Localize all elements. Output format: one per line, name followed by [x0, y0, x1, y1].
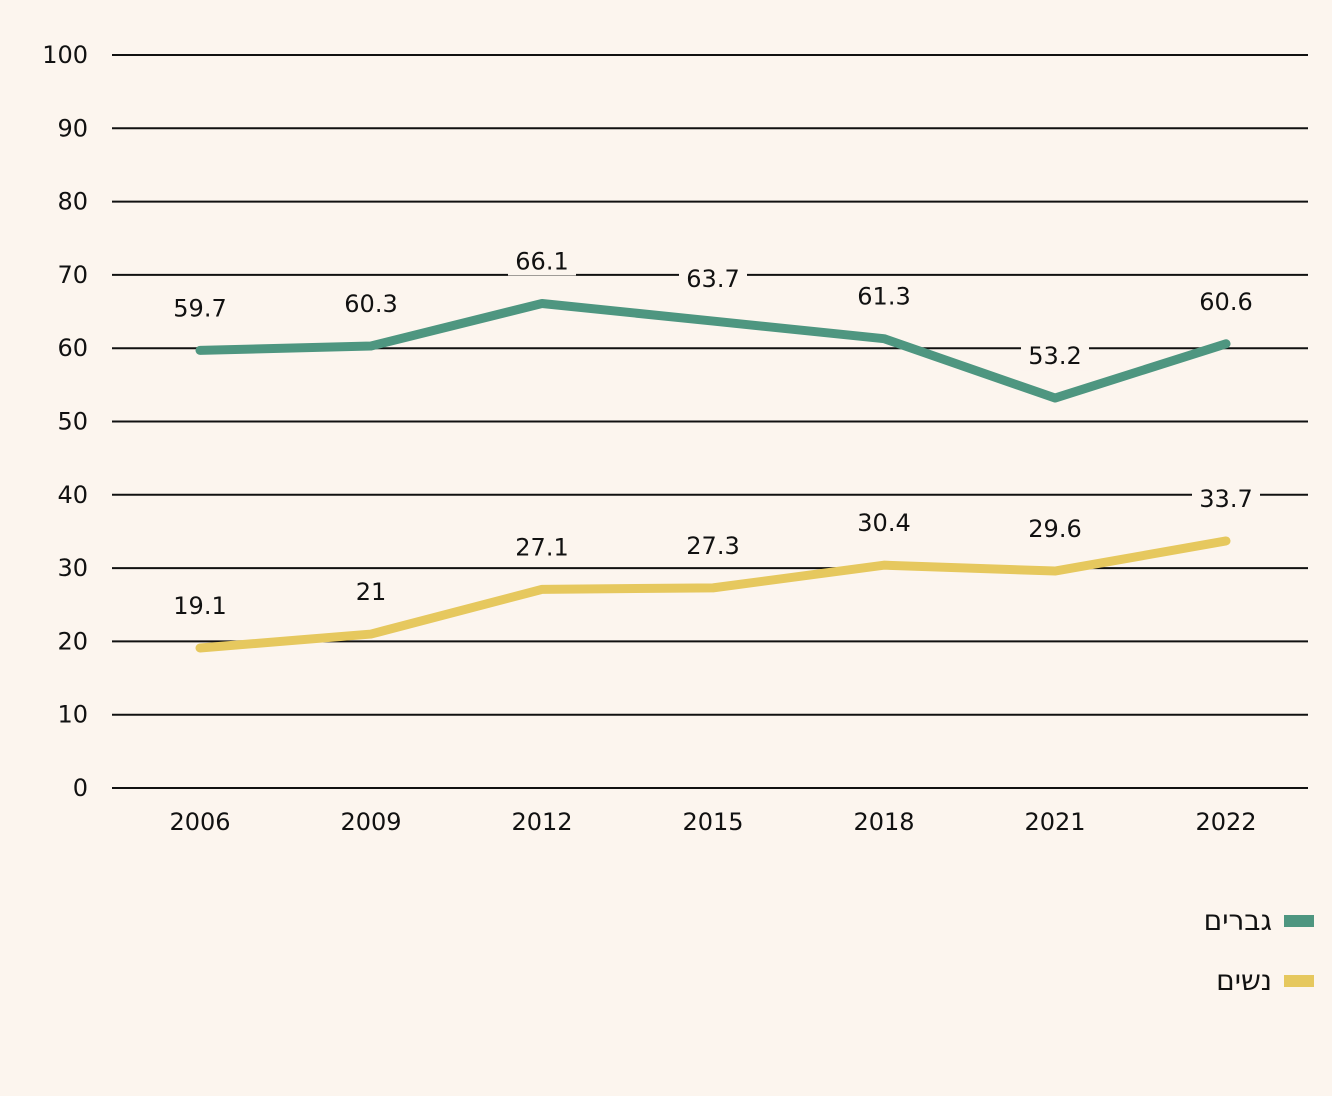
data-label: 19.1: [173, 592, 226, 620]
y-tick-label: 70: [57, 261, 88, 289]
data-label: 59.7: [173, 294, 226, 322]
y-tick-label: 20: [57, 627, 88, 655]
series-line-1: [195, 536, 1231, 653]
legend-label-women: נשים: [1216, 964, 1272, 997]
data-label-bg: [508, 533, 576, 562]
data-label-bg: [166, 294, 234, 323]
data-label: 60.6: [1199, 288, 1252, 316]
y-tick-label: 30: [57, 554, 88, 582]
legend-swatch-women: [1284, 974, 1314, 987]
data-label-bg: [679, 531, 747, 560]
data-label-bg: [679, 265, 747, 294]
x-tick-label: 2009: [340, 808, 401, 836]
legend-swatch-men: [1284, 914, 1314, 927]
gridlines: [112, 54, 1308, 789]
y-tick-label: 50: [57, 408, 88, 436]
x-axis-ticks: 2006 2009 2012 2015 2018 2021 2022: [169, 808, 1256, 836]
y-tick-label: 10: [57, 701, 88, 729]
x-tick-label: 2018: [853, 808, 914, 836]
legend-label-men: גברים: [1203, 904, 1272, 937]
data-label: 61.3: [857, 283, 910, 311]
data-label: 33.7: [1199, 485, 1252, 513]
legend-item-women: נשים: [1014, 964, 1314, 997]
series-lines: [195, 298, 1231, 653]
data-label-bg: [508, 247, 576, 276]
series-line-0: [195, 298, 1231, 403]
data-label-bg: [1021, 515, 1089, 544]
data-label: 29.6: [1028, 515, 1081, 543]
y-axis-ticks: 0 10 20 30 40 50 60 70 80 90 100: [42, 41, 88, 802]
y-tick-label: 80: [57, 188, 88, 216]
data-label-bg: [337, 578, 405, 607]
x-tick-label: 2015: [682, 808, 743, 836]
data-label: 27.1: [515, 533, 568, 561]
data-label-bg: [166, 591, 234, 620]
data-label: 66.1: [515, 247, 568, 275]
x-tick-label: 2022: [1195, 808, 1256, 836]
x-tick-label: 2012: [511, 808, 572, 836]
legend-item-men: גברים: [1014, 904, 1314, 937]
data-label-bg: [850, 282, 918, 311]
y-tick-label: 60: [57, 334, 88, 362]
data-labels: 59.7 60.3 66.1 63.7 61.3 53.2 60.6 19.1 21 27.1 27…: [166, 247, 1260, 620]
y-tick-label: 0: [73, 774, 88, 802]
x-tick-label: 2006: [169, 808, 230, 836]
y-tick-label: 100: [42, 41, 88, 69]
data-label: 60.3: [344, 290, 397, 318]
data-label-bg: [1021, 342, 1089, 371]
y-tick-label: 90: [57, 114, 88, 142]
data-label: 63.7: [686, 265, 739, 293]
data-label-bg: [1192, 287, 1260, 316]
data-label-bg: [850, 509, 918, 538]
y-tick-label: 40: [57, 481, 88, 509]
data-label: 21: [356, 578, 387, 606]
data-label-bg: [337, 290, 405, 319]
data-label: 27.3: [686, 532, 739, 560]
data-label: 30.4: [857, 509, 910, 537]
x-tick-label: 2021: [1024, 808, 1085, 836]
data-label: 53.2: [1028, 342, 1081, 370]
data-label-bg: [1192, 484, 1260, 513]
